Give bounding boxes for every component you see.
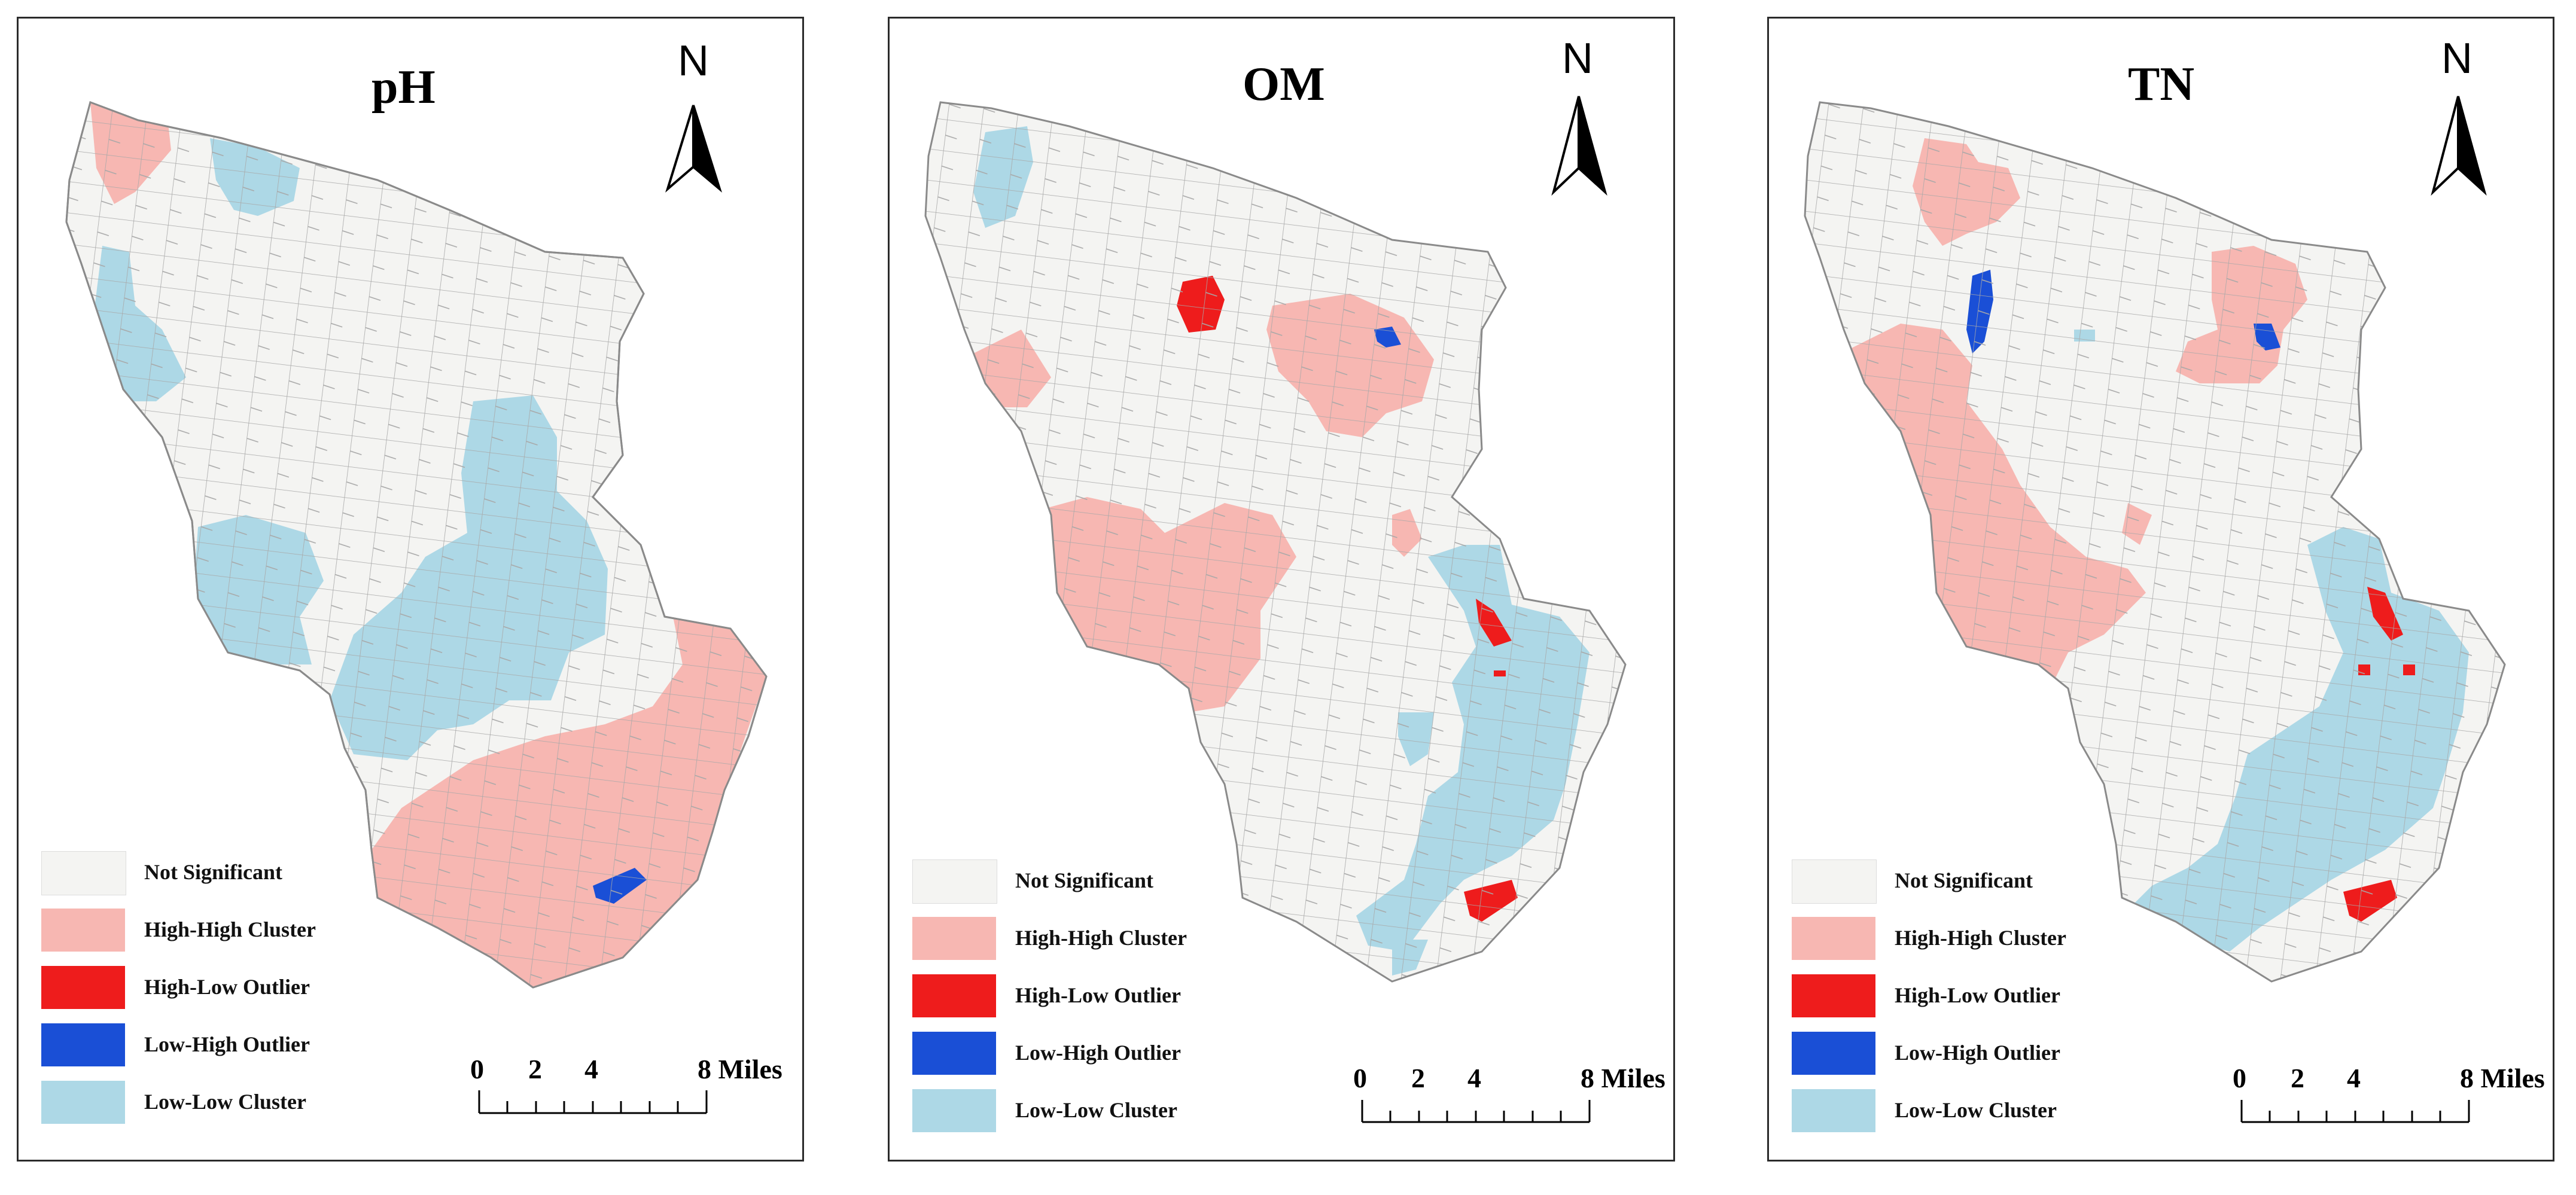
legend-swatch: [1792, 859, 1877, 904]
legend-label: High-Low Outlier: [144, 975, 310, 999]
north-arrow-icon: [2431, 96, 2487, 196]
legend-swatch: [41, 909, 125, 952]
map-panel-tn: TN N Not Significant High-High Cluster H…: [1767, 17, 2554, 1162]
legend-label: Not Significant: [144, 860, 283, 884]
legend-swatch: [1792, 917, 1875, 960]
legend-label: Low-Low Cluster: [1895, 1098, 2057, 1122]
scale-tick-0: 0: [2233, 1063, 2246, 1093]
legend-label: Low-Low Cluster: [1015, 1098, 1177, 1122]
legend-label: Low-High Outlier: [1895, 1041, 2060, 1065]
map-title: OM: [1243, 58, 1325, 111]
legend-swatch: [912, 974, 996, 1017]
map-tn: [1804, 96, 2506, 1123]
legend-swatch: [912, 859, 997, 904]
legend-swatch: [912, 917, 996, 960]
legend-label: Low-Low Cluster: [144, 1090, 306, 1114]
outlier-low-high: [979, 443, 1021, 491]
scale-bar: [1361, 1100, 1591, 1123]
legend-swatch: [1792, 974, 1875, 1017]
legend-swatch: [912, 1032, 996, 1075]
legend-swatch: [41, 1081, 125, 1124]
scale-tick-2: 2: [1411, 1063, 1425, 1093]
scale-tick-4: 4: [1467, 1063, 1481, 1093]
legend-swatch: [41, 1023, 125, 1066]
scale-tick-8-miles: 8 Miles: [1581, 1063, 1665, 1093]
legend-label: High-Low Outlier: [1015, 983, 1181, 1007]
north-arrow-icon: [1551, 96, 1607, 196]
scale-tick-4: 4: [2347, 1063, 2361, 1093]
legend-swatch: [912, 1089, 996, 1132]
legend-swatch: [1792, 1089, 1875, 1132]
legend: Not Significant High-High Cluster High-L…: [912, 859, 1271, 1135]
north-label: N: [2441, 35, 2473, 83]
legend-swatch: [1792, 1032, 1875, 1075]
map-title: TN: [2128, 58, 2195, 111]
legend-label: High-Low Outlier: [1895, 983, 2060, 1007]
map-om: [924, 96, 1627, 1123]
scale-bar: [2240, 1100, 2470, 1123]
scale-bar: [478, 1090, 708, 1114]
legend: Not Significant High-High Cluster High-L…: [1792, 859, 2151, 1135]
map-panel-om: OM N Not Significant High-High Cluster H…: [888, 17, 1675, 1162]
map-ph: [65, 101, 768, 1114]
north-arrow-icon: [665, 105, 722, 193]
scale-tick-0: 0: [1353, 1063, 1367, 1093]
legend: Not Significant High-High Cluster High-L…: [41, 851, 400, 1126]
legend-label: High-High Cluster: [144, 917, 316, 941]
legend-label: Not Significant: [1015, 868, 1154, 892]
north-label: N: [1562, 35, 1593, 83]
map-panel-ph: pH N Not Significant High-High Cluster H…: [17, 17, 804, 1162]
legend-label: Low-High Outlier: [1015, 1041, 1181, 1065]
scale-tick-8-miles: 8 Miles: [2460, 1063, 2545, 1093]
scale-tick-0: 0: [470, 1054, 484, 1084]
scale-tick-4: 4: [584, 1054, 598, 1084]
scale-tick-8-miles: 8 Miles: [698, 1054, 782, 1084]
scale-tick-2: 2: [2291, 1063, 2304, 1093]
map-title: pH: [372, 61, 436, 114]
scale-tick-2: 2: [528, 1054, 542, 1084]
north-label: N: [678, 37, 709, 85]
legend-label: High-High Cluster: [1015, 926, 1187, 950]
legend-swatch: [41, 966, 125, 1009]
legend-label: Low-High Outlier: [144, 1032, 310, 1056]
legend-label: Not Significant: [1895, 868, 2033, 892]
legend-swatch: [41, 851, 126, 895]
legend-label: High-High Cluster: [1895, 926, 2067, 950]
